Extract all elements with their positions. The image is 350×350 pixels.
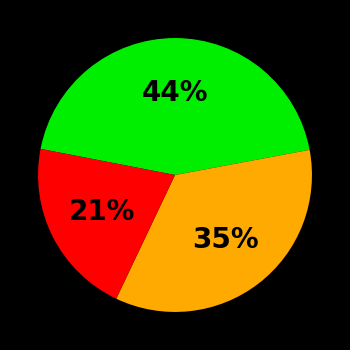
- Wedge shape: [41, 38, 310, 175]
- Wedge shape: [116, 150, 312, 312]
- Text: 44%: 44%: [142, 79, 209, 107]
- Text: 35%: 35%: [192, 226, 258, 254]
- Wedge shape: [38, 149, 175, 299]
- Text: 21%: 21%: [69, 198, 135, 226]
